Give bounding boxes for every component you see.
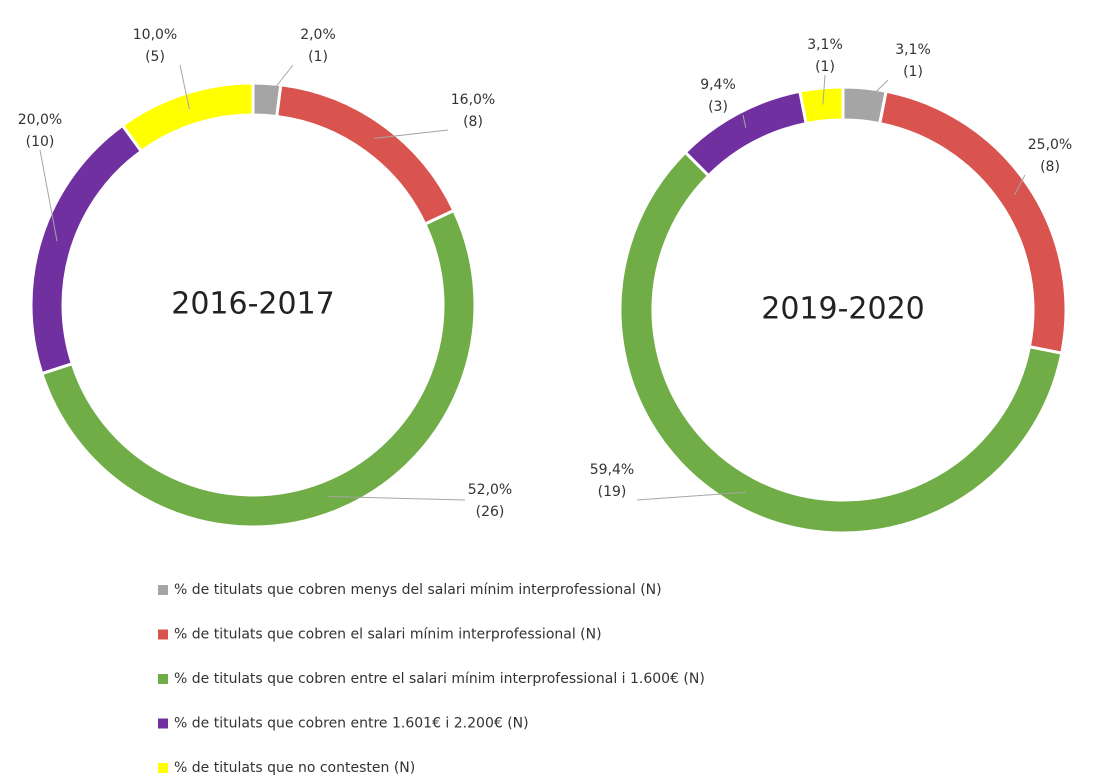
legend-label: % de titulats que cobren menys del salar… — [174, 582, 662, 598]
value-label: 2,0% — [300, 27, 336, 43]
chart-title: 2016-2017 — [171, 287, 335, 322]
count-label: (19) — [598, 484, 627, 500]
value-label: 9,4% — [700, 77, 736, 93]
donut-segment — [798, 85, 845, 126]
leader-line — [636, 491, 746, 501]
legend-swatch — [158, 674, 168, 684]
count-label: (1) — [815, 59, 835, 75]
count-label: (3) — [708, 99, 728, 115]
legend-swatch — [158, 718, 168, 729]
legend-label: % de titulats que cobren entre 1.601€ i … — [174, 716, 529, 732]
leader-line — [742, 114, 747, 128]
count-label: (5) — [145, 49, 165, 65]
value-label: 25,0% — [1028, 137, 1072, 153]
count-label: (1) — [308, 49, 328, 65]
value-label: 16,0% — [451, 92, 495, 108]
donut-segment — [683, 89, 808, 178]
leader-line — [862, 79, 889, 105]
leader-line — [39, 149, 58, 242]
leader-line — [265, 64, 294, 100]
chart-title: 2019-2020 — [761, 292, 925, 327]
count-label: (10) — [26, 134, 55, 150]
legend-label: % de titulats que cobren entre el salari… — [174, 671, 705, 687]
donut-segment — [29, 123, 144, 376]
donut-segment — [618, 150, 1064, 535]
count-label: (1) — [903, 64, 923, 80]
count-label: (26) — [476, 504, 505, 520]
value-label: 3,1% — [895, 42, 931, 58]
donut-segment — [120, 81, 255, 154]
count-label: (8) — [1040, 159, 1060, 175]
count-label: (8) — [463, 114, 483, 130]
donut-segment — [275, 83, 456, 227]
donut-segment — [39, 208, 477, 529]
legend-swatch — [158, 629, 168, 640]
legend-swatch — [158, 763, 168, 773]
leader-line — [179, 64, 190, 110]
leader-line — [328, 496, 466, 501]
value-label: 10,0% — [133, 27, 177, 43]
leader-line — [822, 74, 826, 105]
value-label: 3,1% — [807, 37, 843, 53]
value-label: 59,4% — [590, 462, 634, 478]
legend-label: % de titulats que cobren el salari mínim… — [174, 627, 602, 643]
value-label: 52,0% — [468, 482, 512, 498]
legend-swatch — [158, 585, 168, 595]
legend-label: % de titulats que no contesten (N) — [174, 760, 415, 776]
value-label: 20,0% — [18, 112, 62, 128]
leader-line — [1014, 174, 1026, 196]
leader-line — [374, 129, 449, 139]
